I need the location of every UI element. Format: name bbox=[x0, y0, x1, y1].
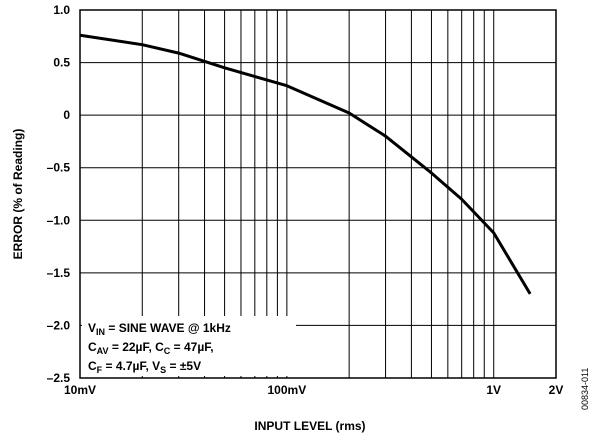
figure-id: 00834-011 bbox=[580, 368, 590, 410]
y-tick-label: 0 bbox=[63, 108, 70, 122]
annotation-text: V bbox=[88, 321, 96, 335]
subscript: F bbox=[97, 365, 103, 375]
data-line bbox=[79, 33, 532, 295]
x-tick-label: 100mV bbox=[268, 383, 307, 397]
annotation-text: = ±5V bbox=[166, 359, 201, 373]
y-tick-label: –2.0 bbox=[47, 318, 71, 332]
y-axis-label: ERROR (% of Reading) bbox=[11, 129, 25, 260]
annotation-line: CF = 4.7µF, VS = ±5V bbox=[88, 359, 201, 375]
subscript: C bbox=[164, 346, 171, 356]
x-axis-label: INPUT LEVEL (rms) bbox=[254, 419, 365, 433]
annotation-text: = 22µF, C bbox=[109, 340, 165, 354]
annotation-line: CAV = 22µF, CC = 47µF, bbox=[88, 340, 214, 356]
annotation-text: = 47µF, bbox=[170, 340, 213, 354]
annotation-box bbox=[82, 316, 296, 376]
x-tick-label: 10mV bbox=[64, 383, 96, 397]
annotation-line: VIN = SINE WAVE @ 1kHz bbox=[88, 321, 231, 337]
y-tick-label: –1.5 bbox=[47, 266, 71, 280]
y-tick-label: –1.0 bbox=[47, 213, 71, 227]
x-tick-label: 1V bbox=[486, 383, 501, 397]
annotation-text: = SINE WAVE @ 1kHz bbox=[105, 321, 231, 335]
subscript: S bbox=[160, 365, 166, 375]
subscript: AV bbox=[97, 346, 109, 356]
annotation-text: C bbox=[88, 359, 97, 373]
y-tick-label: 1.0 bbox=[53, 3, 70, 17]
plot-frame bbox=[79, 9, 557, 379]
y-tick-label: 0.5 bbox=[53, 56, 70, 70]
x-tick-label: 2V bbox=[549, 383, 564, 397]
y-tick-label: –2.5 bbox=[47, 371, 71, 385]
annotation-text: = 4.7µF, V bbox=[102, 359, 160, 373]
y-tick-label: –0.5 bbox=[47, 161, 71, 175]
subscript: IN bbox=[96, 327, 105, 337]
annotation-text: C bbox=[88, 340, 97, 354]
